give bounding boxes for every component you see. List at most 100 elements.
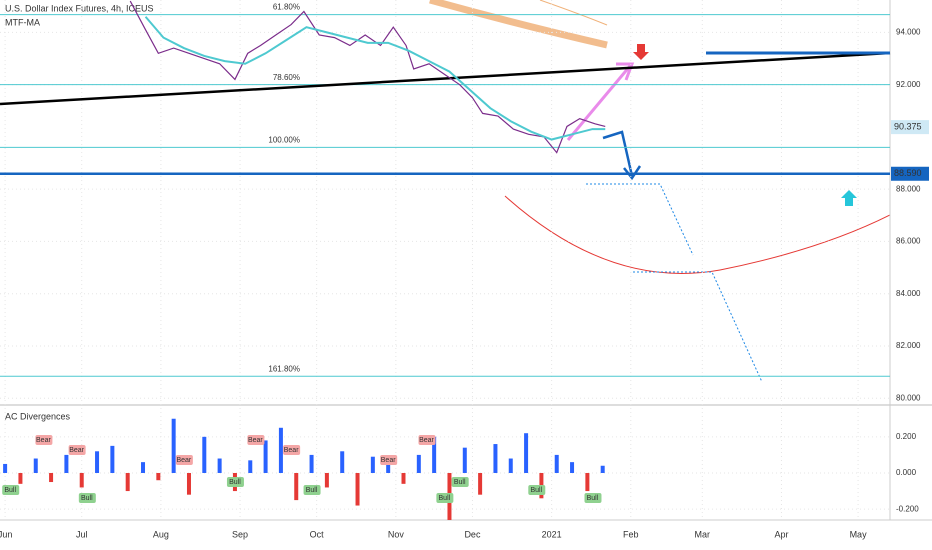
y-tick-label: 84.000 xyxy=(896,289,921,298)
signal-box xyxy=(528,485,546,495)
x-tick-label: Jun xyxy=(0,529,12,539)
osc-bar xyxy=(478,472,483,495)
signal-box xyxy=(2,485,20,495)
osc-bar xyxy=(202,436,207,473)
osc-bar xyxy=(33,458,38,473)
chart-title: U.S. Dollar Index Futures, 4h, ICEUS xyxy=(5,3,154,13)
osc-bar xyxy=(554,454,559,473)
orange-ma xyxy=(429,0,608,49)
pink-arrow xyxy=(566,62,635,141)
fib-label: 78.60% xyxy=(273,73,300,82)
signal-label: Bear xyxy=(69,447,84,454)
osc-bar xyxy=(600,465,605,473)
osc-bar xyxy=(524,433,529,473)
fib-label: 100.00% xyxy=(268,135,300,144)
y-tick-label: 0.000 xyxy=(896,468,917,477)
x-tick-label: Nov xyxy=(388,529,405,539)
red-arc xyxy=(504,195,891,274)
price-badge-label: 88.590 xyxy=(894,168,922,178)
osc-bar xyxy=(324,472,329,488)
x-tick-label: Dec xyxy=(464,529,481,539)
signal-box xyxy=(283,445,301,455)
x-tick-label: Mar xyxy=(695,529,711,539)
osc-bar xyxy=(493,444,498,473)
y-tick-label: 88.000 xyxy=(896,184,921,193)
signal-label: Bull xyxy=(306,487,318,494)
signal-label: Bear xyxy=(381,457,396,464)
y-tick-label: 82.000 xyxy=(896,341,921,350)
osc-bar xyxy=(401,472,406,484)
osc-bar xyxy=(186,472,191,495)
signal-box xyxy=(175,455,193,465)
chart-subtitle: MTF-MA xyxy=(5,17,40,27)
osc-bar xyxy=(309,454,314,473)
x-tick-label: Apr xyxy=(774,529,788,539)
signal-box xyxy=(35,435,53,445)
osc-bar xyxy=(248,460,253,473)
signal-label: Bull xyxy=(229,479,241,486)
trendline xyxy=(0,51,891,106)
osc-bar xyxy=(141,462,146,473)
price-badge-label: 90.375 xyxy=(894,121,922,131)
price-badge xyxy=(891,166,929,181)
signal-label: Bear xyxy=(176,457,191,464)
y-tick-label: 80.000 xyxy=(896,393,921,402)
signal-box xyxy=(226,477,244,487)
y-tick-label: 0.200 xyxy=(896,432,917,441)
signal-box xyxy=(303,485,321,495)
price-badge xyxy=(891,120,929,135)
signal-label: Bull xyxy=(4,487,16,494)
signal-label: Bear xyxy=(36,437,51,444)
price-line xyxy=(144,16,606,141)
signal-box xyxy=(380,455,398,465)
osc-bar xyxy=(370,456,375,473)
signal-box xyxy=(418,435,436,445)
osc-bar xyxy=(64,454,69,473)
osc-bar xyxy=(263,440,268,473)
osc-bar xyxy=(386,463,391,473)
osc-bar xyxy=(171,418,176,473)
x-tick-label: Feb xyxy=(623,529,639,539)
signal-label: Bull xyxy=(587,495,599,502)
x-tick-label: Oct xyxy=(310,529,325,539)
x-tick-label: Sep xyxy=(232,529,248,539)
y-tick-label: 94.000 xyxy=(896,28,921,37)
osc-bar xyxy=(95,451,100,473)
signal-label: Bear xyxy=(248,437,263,444)
fib-label: 61.80% xyxy=(273,3,300,12)
signal-box xyxy=(584,493,602,503)
signal-box xyxy=(247,435,265,445)
blue-arrow xyxy=(602,130,642,181)
dotted-path xyxy=(586,183,763,383)
price-line xyxy=(129,0,606,154)
down-arrow xyxy=(633,44,649,60)
osc-bar xyxy=(125,472,130,492)
x-tick-label: Aug xyxy=(153,529,169,539)
osc-bar xyxy=(585,472,590,492)
signal-box xyxy=(78,493,96,503)
osc-bar xyxy=(49,472,54,483)
osc-bar xyxy=(110,445,115,473)
osc-bar xyxy=(278,427,283,473)
y-tick-label: 92.000 xyxy=(896,80,921,89)
signal-label: Bear xyxy=(419,437,434,444)
y-tick-label: 86.000 xyxy=(896,237,921,246)
fib-label: 161.80% xyxy=(268,364,300,373)
osc-bar xyxy=(294,472,299,501)
signal-box xyxy=(436,493,454,503)
x-tick-label: Jul xyxy=(76,529,88,539)
x-tick-label: 2021 xyxy=(542,529,562,539)
osc-title: AC Divergences xyxy=(5,411,71,421)
osc-bar xyxy=(462,447,467,473)
signal-label: Bear xyxy=(284,447,299,454)
signal-box xyxy=(68,445,86,455)
osc-bar xyxy=(432,436,437,473)
signal-label: Bull xyxy=(81,495,93,502)
signal-label: Bull xyxy=(530,487,542,494)
x-tick-label: May xyxy=(850,529,868,539)
osc-bar xyxy=(18,472,23,484)
signal-box xyxy=(451,477,469,487)
osc-bar xyxy=(508,458,513,473)
signal-label: Bull xyxy=(439,495,451,502)
